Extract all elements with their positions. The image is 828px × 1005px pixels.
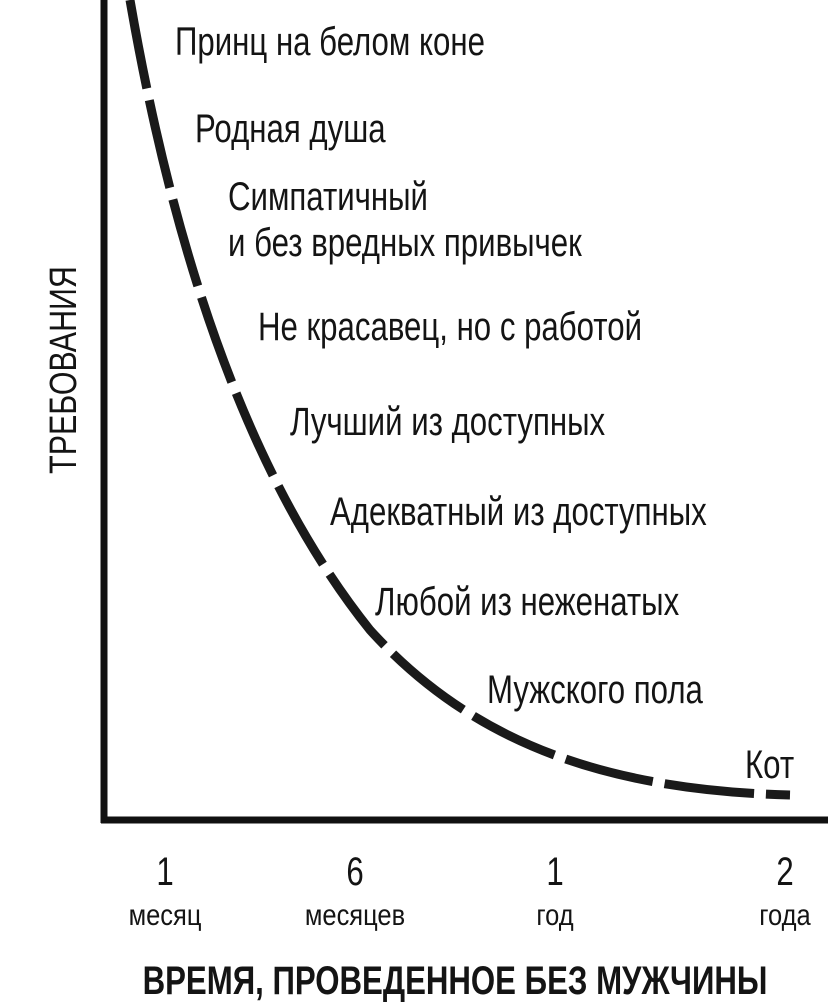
tick-unit: месяцев xyxy=(305,898,405,931)
tick-number-group: 1 xyxy=(546,849,563,894)
curve-label-group: Мужского пола xyxy=(487,667,703,712)
tick-unit-group: месяц xyxy=(129,898,202,931)
curve-label-group: Кот xyxy=(745,742,794,787)
tick-number: 1 xyxy=(156,849,173,894)
curve-label: Кот xyxy=(745,742,794,787)
curve-label-group: Родная душа xyxy=(195,106,386,151)
curve-label-group: Любой из неженатых xyxy=(375,579,679,624)
curve-label: Лучший из доступных xyxy=(290,399,605,444)
tick-unit: года xyxy=(759,898,811,931)
tick-unit: месяц xyxy=(129,898,202,931)
curve-label-group: Не красавец, но с работой xyxy=(258,304,642,349)
tick-number: 6 xyxy=(346,849,363,894)
curve-label: Принц на белом коне xyxy=(175,19,485,64)
y-label-group: ТРЕБОВАНИЯ xyxy=(43,266,85,474)
tick-unit-group: года xyxy=(759,898,811,931)
curve-label-group: Принц на белом коне xyxy=(175,19,485,64)
tick-number: 2 xyxy=(776,849,793,894)
tick-unit-group: месяцев xyxy=(305,898,405,931)
x-axis-label: ВРЕМЯ, ПРОВЕДЕННОЕ БЕЗ МУЖЧИНЫ xyxy=(143,958,768,1003)
y-axis-label: ТРЕБОВАНИЯ xyxy=(43,266,85,474)
tick-number-group: 6 xyxy=(346,849,363,894)
curve-label: Адекватный из доступных xyxy=(330,489,707,534)
curve-label-group: и без вредных привычек xyxy=(228,220,582,265)
x-label-group: ВРЕМЯ, ПРОВЕДЕННОЕ БЕЗ МУЖЧИНЫ xyxy=(143,958,768,1003)
curve-label-group: Симпатичный xyxy=(228,174,428,219)
tick-unit: год xyxy=(536,898,573,931)
curve-label: Не красавец, но с работой xyxy=(258,304,642,349)
curve-label: Симпатичный xyxy=(228,174,428,219)
curve-label: и без вредных привычек xyxy=(228,220,582,265)
tick-number-group: 2 xyxy=(776,849,793,894)
tick-number: 1 xyxy=(546,849,563,894)
curve-label-group: Адекватный из доступных xyxy=(330,489,707,534)
tick-unit-group: год xyxy=(536,898,573,931)
tick-number-group: 1 xyxy=(156,849,173,894)
curve-label: Мужского пола xyxy=(487,667,703,712)
curve-label-group: Лучший из доступных xyxy=(290,399,605,444)
curve xyxy=(125,0,791,800)
curve-label: Любой из неженатых xyxy=(375,579,679,624)
curve-label: Родная душа xyxy=(195,106,386,151)
